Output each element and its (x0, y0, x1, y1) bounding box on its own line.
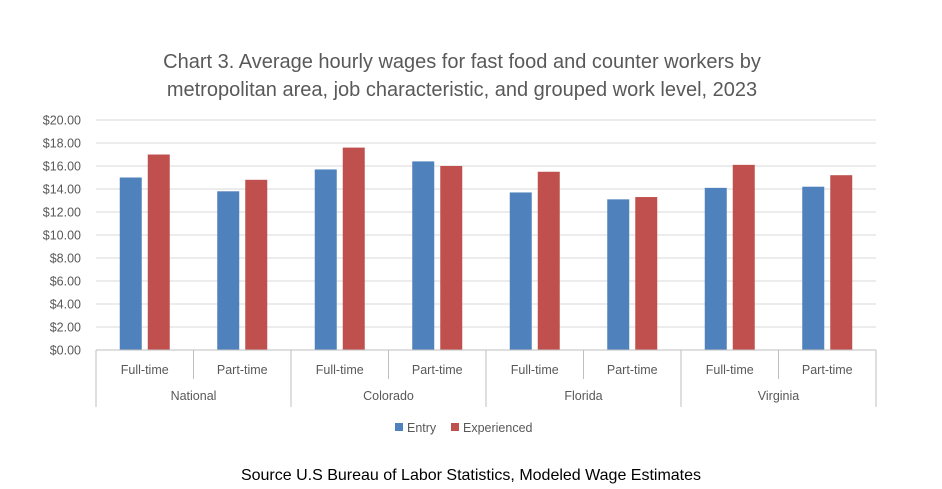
legend-swatch-entry (395, 423, 403, 431)
chart-title-line-1: Chart 3. Average hourly wages for fast f… (163, 51, 761, 73)
bar-experienced-3 (342, 147, 365, 350)
chart-title: Chart 3. Average hourly wages for fast f… (163, 51, 761, 101)
bar-experienced-2 (245, 179, 268, 350)
x-category-label: Full-time (706, 363, 754, 377)
legend-label-entry: Entry (407, 421, 437, 435)
bar-experienced-1 (147, 154, 170, 350)
x-group-label-national: National (171, 389, 217, 403)
y-tick-label: $12.00 (43, 206, 81, 220)
y-tick-label: $6.00 (50, 275, 81, 289)
bar-entry-5 (509, 192, 532, 350)
x-group-label-colorado: Colorado (363, 389, 414, 403)
bar-entry-3 (314, 169, 337, 350)
y-tick-label: $8.00 (50, 252, 81, 266)
bar-experienced-7 (732, 164, 755, 350)
legend-label-experienced: Experienced (463, 421, 533, 435)
y-tick-label: $4.00 (50, 298, 81, 312)
bar-entry-2 (217, 191, 240, 350)
y-tick-label: $16.00 (43, 160, 81, 174)
x-axis: Full-time Part-time Full-time Part-time Full… (95, 349, 877, 407)
y-tick-label: $14.00 (43, 183, 81, 197)
x-category-label: Part-time (217, 363, 268, 377)
source-note: Source U.S Bureau of Labor Statistics, M… (240, 467, 702, 484)
x-category-label: Part-time (607, 363, 658, 377)
x-category-label: Part-time (412, 363, 463, 377)
y-tick-label: $2.00 (50, 321, 81, 335)
bar-entry-1 (119, 177, 142, 350)
bar-experienced-6 (635, 197, 658, 350)
bar-entry-7 (704, 187, 727, 350)
bar-entry-8 (802, 186, 825, 350)
bar-experienced-8 (830, 175, 853, 350)
bars (119, 147, 853, 350)
x-group-label-virginia: Virginia (758, 389, 800, 403)
legend: Entry Experienced (395, 421, 533, 435)
chart-svg: Chart 3. Average hourly wages for fast f… (43, 51, 877, 435)
bar-experienced-5 (537, 171, 560, 350)
y-tick-label: $10.00 (43, 229, 81, 243)
y-tick-label: $20.00 (43, 114, 81, 128)
x-category-label: Part-time (802, 363, 853, 377)
bar-entry-4 (412, 161, 435, 350)
x-category-label: Full-time (121, 363, 169, 377)
y-tick-label: $0.00 (50, 344, 81, 358)
chart-title-line-2: metropolitan area, job characteristic, a… (167, 79, 757, 101)
bar-entry-6 (607, 199, 630, 350)
bar-experienced-4 (440, 166, 463, 350)
y-tick-label: $18.00 (43, 137, 81, 151)
legend-swatch-experienced (451, 423, 459, 431)
x-group-label-florida: Florida (564, 389, 602, 403)
x-category-label: Full-time (511, 363, 559, 377)
gridlines (96, 119, 876, 328)
y-axis-tick-labels: $0.00 $2.00 $4.00 $6.00 $8.00 $10.00 $12.00 $14… (43, 114, 81, 358)
x-category-label: Full-time (316, 363, 364, 377)
